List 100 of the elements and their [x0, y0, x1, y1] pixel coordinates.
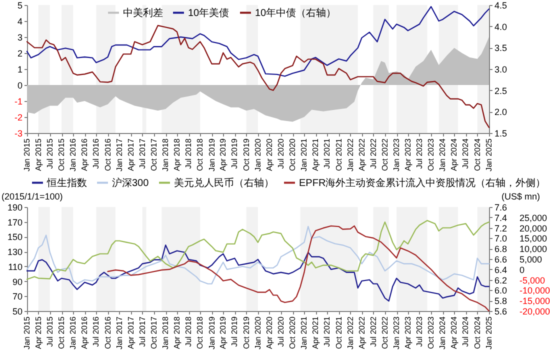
x-tick-label: Apr 2021: [311, 138, 320, 171]
x-tick-label: Jul 2022: [368, 316, 378, 347]
x-tick-label: Jan 2018: [161, 138, 170, 172]
x-tick-label: Apr 2018: [172, 316, 182, 349]
x-tick-label: Jan 2017: [114, 138, 124, 172]
y2-tick-label: 3.0: [494, 64, 508, 74]
x-tick-label: Jan 2015: [22, 138, 32, 172]
x-tick-label: Oct 2018: [196, 138, 205, 171]
y3-tick-label: 10,000: [520, 244, 548, 254]
x-tick-label: Jul 2021: [322, 138, 332, 169]
x-tick-label: Jul 2015: [45, 316, 54, 347]
x-tick-label: Oct 2022: [380, 316, 390, 349]
y2-tick-label: 2.5: [494, 86, 508, 96]
x-tick-label: Jul 2024: [461, 316, 470, 347]
x-tick-label: Apr 2021: [311, 316, 320, 349]
y2-tick-label: 6.6: [494, 254, 508, 264]
y-axis-title: (2015/1/1=100): [2, 192, 63, 202]
line-series: [107, 225, 490, 312]
x-tick-label: Oct 2022: [380, 138, 390, 171]
x-tick-label: Apr 2023: [403, 138, 412, 171]
x-tick-label: Apr 2019: [218, 138, 228, 171]
x-tick-label: Jan 2024: [438, 316, 448, 350]
y3-axis-title: (US$ mn): [502, 192, 540, 202]
x-tick-label: Jan 2016: [68, 138, 78, 172]
x-tick-label: Jul 2023: [414, 316, 424, 347]
y2-tick-label: 4.0: [494, 22, 508, 32]
y-tick-label: -1: [14, 96, 22, 106]
y2-tick-label: 7.4: [494, 212, 508, 223]
line-series: [26, 226, 490, 284]
x-tick-label: Jul 2024: [461, 138, 470, 169]
y-tick-label: 150: [7, 232, 22, 242]
x-tick-label: Apr 2020: [264, 316, 274, 349]
x-tick-label: Apr 2019: [218, 316, 228, 349]
legend-label: 10年中债（右轴）: [255, 6, 336, 19]
y-tick-label: 5: [17, 0, 22, 10]
y3-tick-label: 0: [520, 264, 525, 275]
y-tick-label: 1: [17, 64, 22, 74]
legend-label: 恒生指数: [46, 176, 87, 189]
x-tick-label: Jul 2021: [322, 316, 332, 347]
y2-tick-label: 7.0: [494, 234, 508, 244]
y-tick-label: 190: [7, 202, 22, 212]
x-tick-label: Oct 2024: [472, 316, 482, 349]
y-tick-label: 130: [7, 247, 22, 258]
x-tick-label: Oct 2015: [57, 316, 66, 349]
x-tick-label: Apr 2024: [450, 316, 459, 349]
y2-tick-label: 6.0: [494, 286, 508, 296]
y-tick-label: 4: [17, 16, 22, 26]
y-tick-label: -3: [14, 128, 22, 138]
line-series: [26, 6, 490, 77]
x-tick-label: Jul 2015: [45, 138, 54, 169]
x-tick-label: Jul 2020: [276, 138, 286, 169]
line-series: [26, 244, 490, 302]
x-tick-label: Jul 2019: [230, 316, 240, 347]
x-tick-label: Jan 2022: [346, 138, 355, 172]
x-tick-label: Jul 2017: [138, 138, 147, 169]
y2-tick-label: 4.5: [494, 0, 508, 10]
x-tick-label: Apr 2017: [126, 138, 136, 171]
x-tick-label: Oct 2023: [426, 316, 436, 349]
x-tick-label: Oct 2021: [334, 316, 344, 349]
x-tick-label: Oct 2017: [149, 138, 158, 171]
y2-tick-label: 1.5: [494, 128, 508, 138]
x-tick-label: Apr 2018: [172, 138, 182, 171]
x-tick-label: Oct 2023: [426, 138, 436, 171]
y-tick-label: 50: [12, 306, 22, 316]
x-tick-label: Jul 2016: [92, 138, 101, 169]
x-tick-label: Jan 2024: [438, 138, 448, 172]
y-tick-label: 2: [17, 48, 22, 58]
line-series: [26, 220, 490, 280]
x-tick-label: Jan 2022: [346, 316, 355, 350]
x-tick-label: Jul 2017: [138, 316, 147, 347]
x-tick-label: Jul 2019: [230, 138, 240, 169]
x-tick-label: Jan 2019: [207, 316, 216, 350]
x-tick-label: Oct 2020: [288, 316, 298, 349]
x-tick-label: Jan 2025: [484, 138, 494, 172]
x-tick-label: Jan 2025: [484, 316, 494, 350]
x-tick-label: Oct 2016: [103, 316, 112, 349]
x-tick-label: Apr 2020: [264, 138, 274, 171]
y-tick-label: 170: [7, 217, 22, 228]
x-tick-label: Apr 2017: [126, 316, 136, 349]
y-tick-label: -2: [14, 112, 22, 122]
x-tick-label: Jan 2020: [253, 138, 262, 172]
x-tick-label: Oct 2021: [334, 138, 344, 171]
y3-tick-label: -20,000: [520, 306, 550, 316]
y-tick-label: 3: [17, 32, 22, 42]
y3-tick-label: -10,000: [520, 286, 550, 296]
y2-tick-label: 5.8: [494, 296, 508, 306]
x-tick-label: Apr 2016: [80, 138, 90, 171]
x-tick-label: Jan 2021: [300, 138, 309, 172]
x-tick-label: Jan 2019: [207, 138, 216, 172]
x-tick-label: Apr 2015: [34, 138, 43, 171]
y3-tick-label: -5,000: [520, 275, 546, 286]
x-tick-label: Jan 2016: [68, 316, 78, 350]
x-tick-label: Apr 2024: [450, 138, 459, 171]
y2-tick-label: 5.6: [494, 306, 508, 316]
x-tick-label: Apr 2015: [34, 316, 43, 349]
x-tick-label: Jan 2015: [22, 316, 32, 350]
x-tick-label: Jan 2018: [161, 316, 170, 350]
y3-tick-label: -15,000: [520, 296, 550, 306]
x-tick-label: Jan 2023: [392, 138, 402, 172]
y2-tick-label: 6.2: [494, 275, 508, 286]
